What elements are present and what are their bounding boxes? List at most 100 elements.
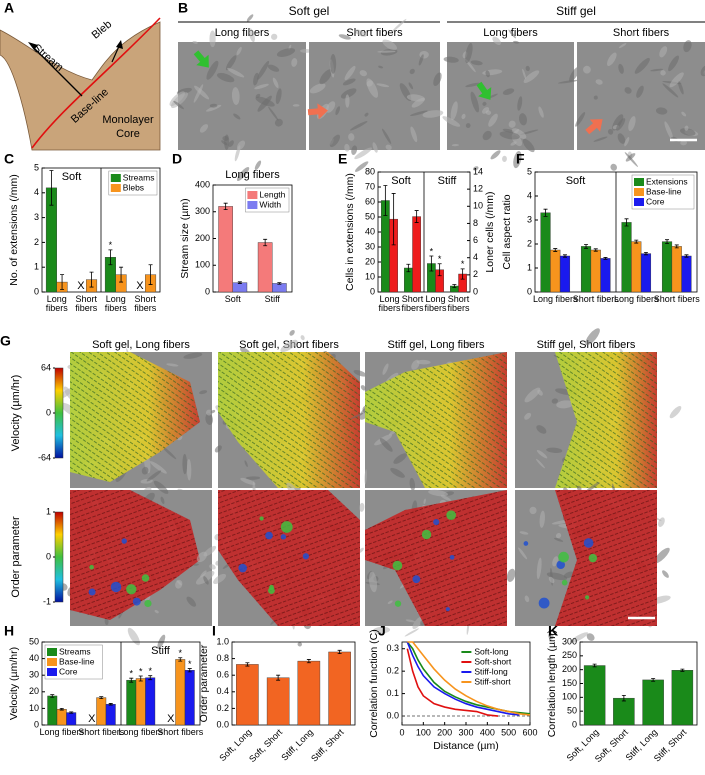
error-bar bbox=[543, 208, 548, 217]
micrograph-texture bbox=[557, 79, 579, 84]
disorder-spot bbox=[433, 518, 440, 526]
y-tick-label: 20 bbox=[29, 686, 39, 696]
micrograph-texture bbox=[291, 58, 298, 67]
error-bar bbox=[603, 257, 608, 260]
micrograph-texture bbox=[257, 60, 270, 80]
y-tick-label: 3 bbox=[527, 214, 532, 224]
error-bar bbox=[129, 677, 134, 683]
micrograph-texture bbox=[183, 352, 203, 359]
y-tick-label: 0.4 bbox=[216, 686, 229, 696]
bar bbox=[681, 255, 692, 293]
y-tick-label: 0 bbox=[34, 719, 39, 729]
micrograph-texture bbox=[551, 398, 558, 404]
legend-label: Soft-long bbox=[474, 646, 508, 656]
micrograph-texture bbox=[418, 54, 424, 66]
bar bbox=[600, 258, 611, 293]
micrograph-texture bbox=[351, 145, 358, 155]
bar bbox=[412, 216, 421, 293]
micrograph-texture bbox=[485, 110, 492, 115]
disorder-spot bbox=[561, 579, 568, 586]
schematic bbox=[0, 17, 161, 151]
micrograph-texture bbox=[244, 460, 248, 467]
error-bar bbox=[263, 238, 268, 247]
error-bar bbox=[50, 694, 55, 698]
micrograph-texture bbox=[209, 564, 216, 570]
missing-marker: X bbox=[136, 280, 144, 292]
error-bar bbox=[69, 711, 74, 714]
arrow bbox=[193, 50, 209, 68]
micrograph-texture bbox=[513, 151, 522, 169]
micrograph-texture bbox=[482, 101, 487, 106]
micrograph-texture bbox=[536, 458, 545, 469]
micrograph-texture bbox=[653, 547, 670, 564]
y-axis-label: Cell aspect ratio bbox=[501, 194, 513, 269]
y-tick-label: 0 bbox=[205, 286, 210, 296]
y-axis-label: Correlation function (C) bbox=[368, 629, 380, 738]
y-tick-label: 4 bbox=[527, 190, 532, 200]
micrograph-texture bbox=[607, 52, 617, 67]
micrograph-texture bbox=[412, 616, 424, 630]
field-vectors bbox=[555, 352, 657, 488]
micrograph-texture bbox=[368, 571, 378, 593]
micrograph-texture bbox=[548, 576, 555, 584]
legend-label: Base-line bbox=[59, 656, 95, 666]
bar bbox=[218, 206, 233, 293]
micrograph-texture bbox=[482, 130, 492, 141]
disorder-spot bbox=[268, 587, 275, 594]
error-bar bbox=[593, 248, 598, 252]
micrograph-texture bbox=[319, 69, 333, 85]
x-tick-label: 400 bbox=[480, 727, 495, 737]
micrograph-texture bbox=[254, 160, 262, 170]
micrograph-texture bbox=[193, 563, 199, 566]
error-bar bbox=[584, 244, 589, 249]
micrograph-texture bbox=[440, 495, 452, 501]
micrograph-texture bbox=[280, 339, 298, 353]
micrograph-texture bbox=[662, 570, 669, 578]
micrograph-texture bbox=[617, 133, 626, 144]
disorder-spot bbox=[259, 516, 264, 521]
y-tick-label: 0 bbox=[527, 286, 532, 296]
field-vectors bbox=[555, 490, 657, 626]
x-tick-label: Short fibers bbox=[401, 295, 424, 314]
micrograph-texture bbox=[585, 482, 600, 493]
micrograph-texture bbox=[628, 116, 636, 132]
micrograph-texture bbox=[276, 48, 296, 57]
schematic-label: Monolayer bbox=[102, 114, 154, 126]
micrograph-texture bbox=[428, 489, 448, 497]
micrograph-texture bbox=[329, 134, 341, 148]
error-bar bbox=[237, 281, 242, 284]
disorder-spot bbox=[238, 563, 247, 573]
y2-tick-label: 2 bbox=[473, 269, 478, 279]
micrograph-texture bbox=[681, 111, 687, 117]
micrograph-texture bbox=[522, 138, 535, 153]
micrograph-texture bbox=[519, 531, 529, 535]
disorder-spot bbox=[88, 588, 96, 596]
micrograph-texture bbox=[404, 628, 420, 637]
disorder-spot bbox=[446, 510, 457, 521]
group-label: Soft bbox=[391, 175, 411, 187]
micrograph-texture bbox=[669, 72, 684, 88]
micrograph-texture bbox=[214, 445, 222, 453]
disorder-spot bbox=[126, 584, 137, 595]
y-tick-label: 0.0 bbox=[386, 710, 399, 720]
error-bar bbox=[391, 193, 396, 246]
disorder-spot bbox=[538, 597, 550, 609]
micrograph-texture bbox=[292, 104, 300, 107]
y-tick-label: 5 bbox=[527, 166, 532, 176]
micrograph-texture bbox=[546, 572, 568, 581]
micrograph-texture bbox=[199, 124, 209, 133]
micrograph-texture bbox=[227, 67, 245, 78]
chart-title: Long fibers bbox=[225, 169, 280, 181]
micrograph-texture bbox=[658, 517, 665, 527]
field-vectors bbox=[365, 490, 507, 626]
error-bar bbox=[60, 274, 65, 290]
micrograph-texture bbox=[465, 42, 473, 64]
y-tick-label: 4 bbox=[34, 187, 39, 197]
micrograph-texture bbox=[518, 113, 528, 126]
error-bar bbox=[187, 668, 192, 673]
micrograph-texture bbox=[338, 34, 351, 40]
micrograph-texture bbox=[583, 65, 591, 74]
micrograph-texture bbox=[355, 161, 369, 172]
missing-marker: X bbox=[88, 713, 96, 725]
